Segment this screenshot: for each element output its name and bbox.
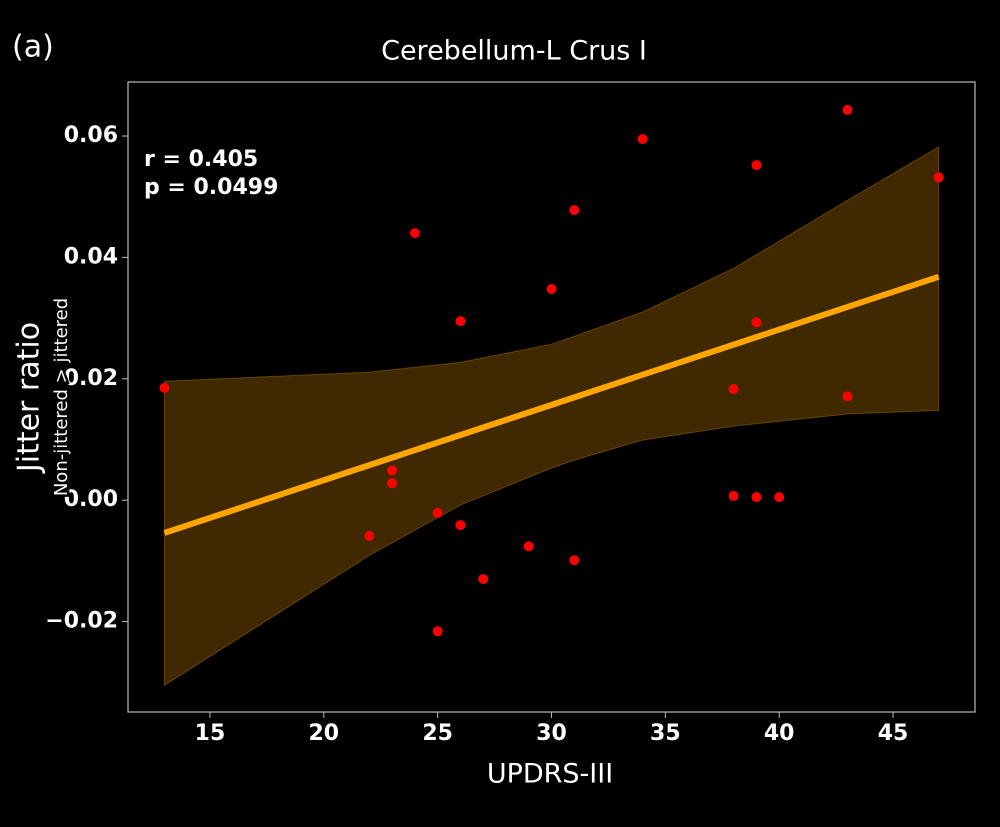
data-point xyxy=(569,205,580,216)
data-point xyxy=(751,492,762,503)
data-point xyxy=(637,134,648,145)
y-tick-label: 0.02 xyxy=(64,366,118,391)
y-tick-label: 0.04 xyxy=(64,244,118,269)
x-tick-label: 20 xyxy=(308,721,339,746)
data-point xyxy=(842,104,853,115)
data-point xyxy=(774,492,785,503)
data-point xyxy=(751,317,762,328)
panel-label: (a) xyxy=(12,30,54,65)
data-point xyxy=(159,382,170,393)
regression-line xyxy=(163,273,940,536)
x-tick-label: 45 xyxy=(878,721,909,746)
y-axis-sublabel: Non-jittered > jittered xyxy=(51,298,72,496)
x-tick-label: 30 xyxy=(536,721,567,746)
data-point xyxy=(387,465,398,476)
data-point xyxy=(933,172,944,183)
data-point xyxy=(432,507,443,518)
x-axis-label: UPDRS-III xyxy=(487,759,613,790)
x-tick-label: 40 xyxy=(764,721,795,746)
data-point xyxy=(432,626,443,637)
data-point xyxy=(842,391,853,402)
y-tick-label: 0.00 xyxy=(64,487,118,512)
chart-title: Cerebellum-L Crus I xyxy=(381,36,647,67)
annotation: p = 0.0499 xyxy=(144,175,278,200)
data-point xyxy=(751,160,762,171)
y-tick-label: 0.06 xyxy=(64,123,118,148)
y-axis-label: Jitter ratio xyxy=(12,322,47,474)
x-tick-label: 35 xyxy=(650,721,681,746)
data-point xyxy=(455,520,466,531)
data-point xyxy=(569,555,580,566)
x-tick-label: 25 xyxy=(422,721,453,746)
x-tick-label: 15 xyxy=(195,721,226,746)
data-point xyxy=(478,574,489,585)
data-point xyxy=(364,530,375,541)
annotation: r = 0.405 xyxy=(144,147,258,172)
data-point xyxy=(387,478,398,489)
y-tick-label: −0.02 xyxy=(45,609,118,634)
data-point xyxy=(728,490,739,501)
confidence-band xyxy=(163,146,940,687)
data-point xyxy=(728,384,739,395)
data-point xyxy=(546,283,557,294)
data-point xyxy=(409,228,420,239)
data-point xyxy=(523,541,534,552)
data-point xyxy=(455,316,466,327)
